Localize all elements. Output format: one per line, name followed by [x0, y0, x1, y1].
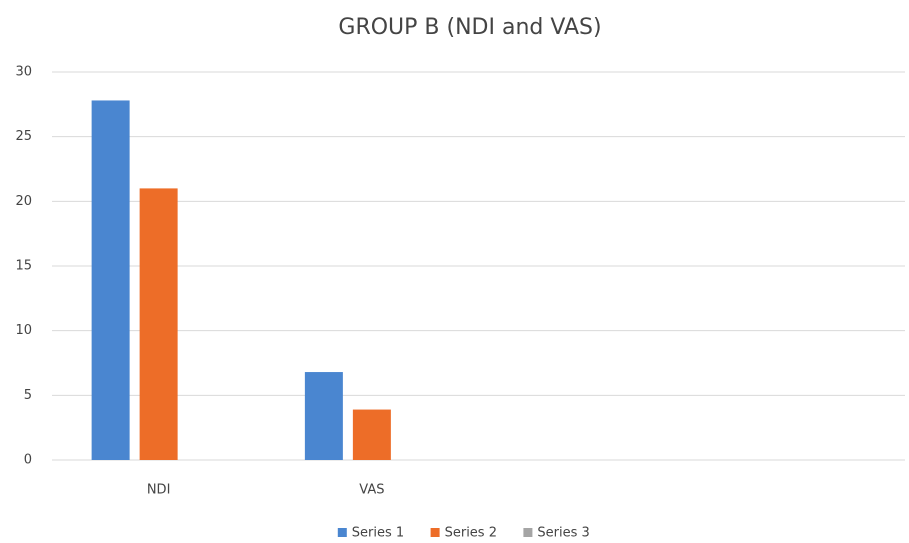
y-tick-label: 15	[15, 259, 32, 274]
y-tick-label: 10	[15, 323, 32, 338]
bar	[304, 372, 343, 460]
legend-swatch	[337, 528, 347, 537]
x-tick-label: NDI	[147, 483, 171, 498]
bar	[352, 409, 391, 460]
legend-swatch	[523, 528, 533, 537]
y-tick-label: 0	[24, 453, 32, 468]
bar	[139, 188, 178, 460]
legend-label: Series 3	[537, 526, 589, 541]
legend-swatch	[430, 528, 440, 537]
legend-label: Series 1	[352, 526, 404, 541]
bar	[91, 100, 130, 460]
y-tick-label: 20	[15, 194, 32, 209]
x-tick-label: VAS	[359, 483, 384, 498]
y-tick-label: 25	[15, 129, 32, 144]
y-tick-label: 5	[24, 388, 32, 403]
legend-label: Series 2	[445, 526, 497, 541]
y-tick-label: 30	[15, 65, 32, 80]
chart-title: GROUP B (NDI and VAS)	[338, 15, 601, 40]
